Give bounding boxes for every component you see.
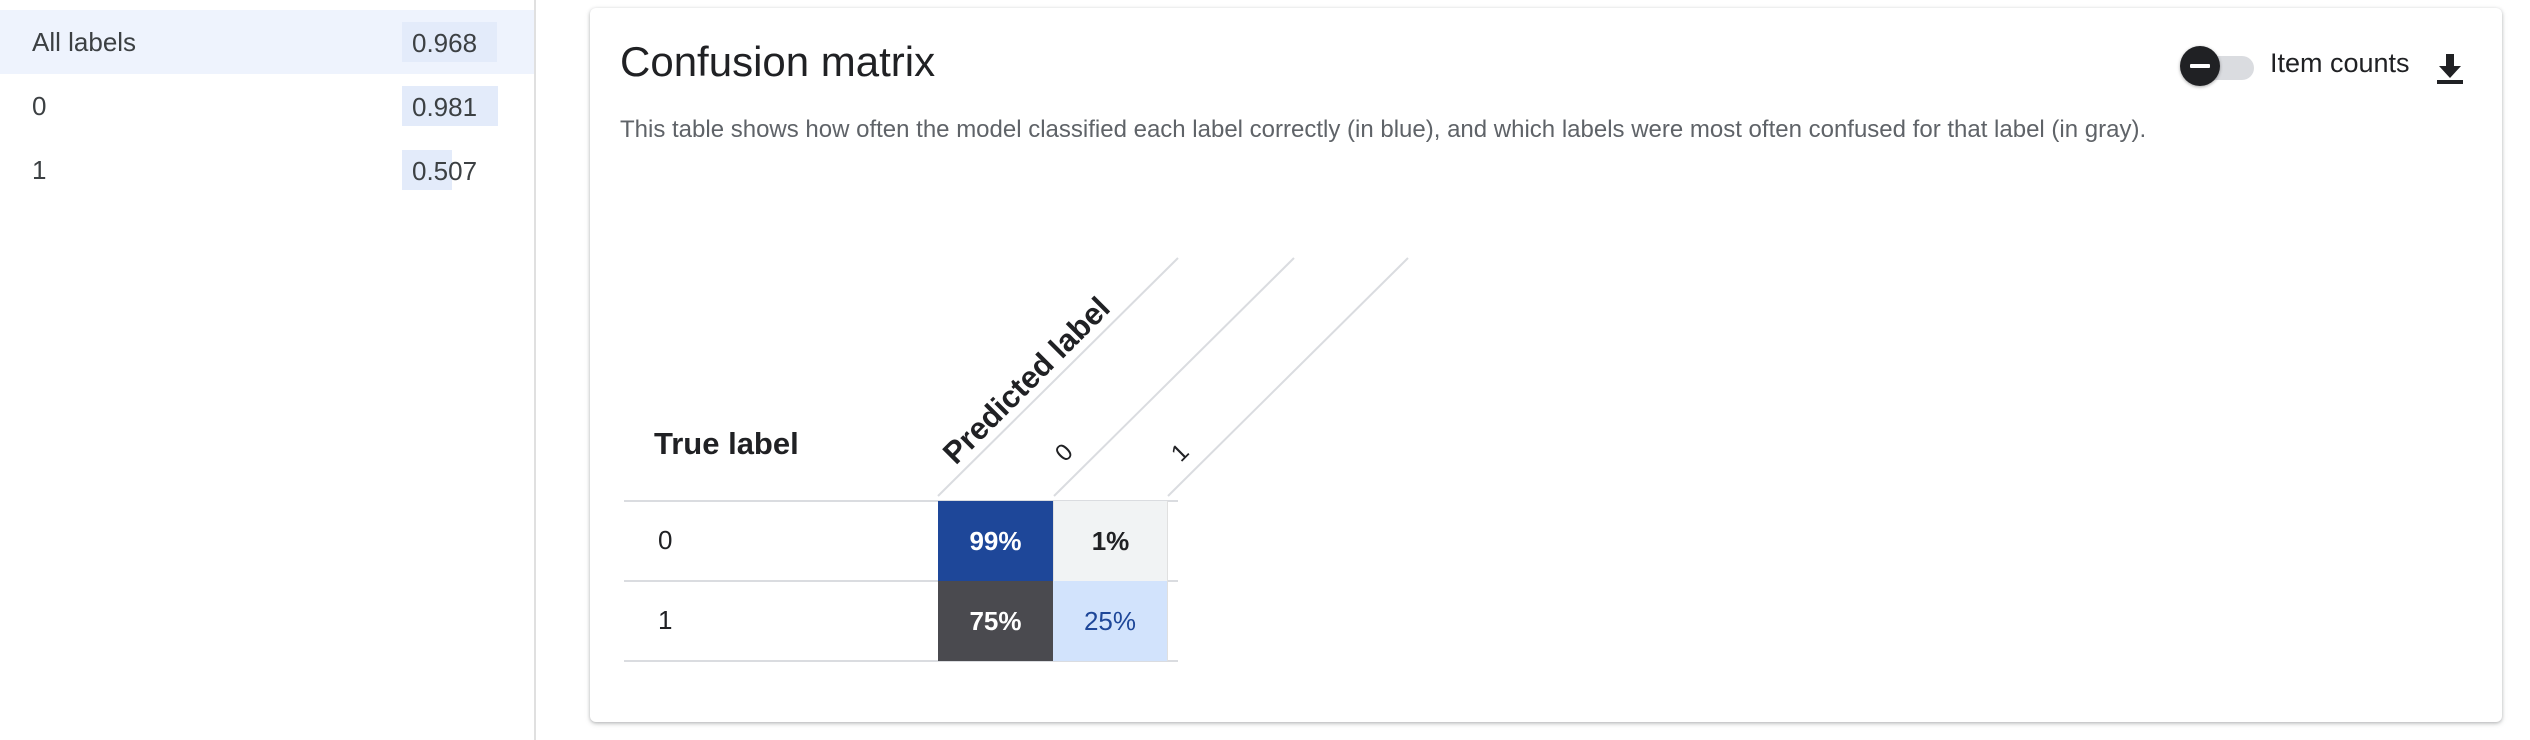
score-bar: 0.968 bbox=[402, 22, 500, 62]
score-value: 0.981 bbox=[412, 92, 478, 122]
true-label-heading: True label bbox=[654, 426, 799, 461]
download-button[interactable] bbox=[2430, 44, 2470, 88]
row-divider bbox=[624, 500, 1178, 502]
toggle-knob bbox=[2180, 46, 2220, 86]
score-bar: 0.981 bbox=[402, 86, 500, 126]
score-bar: 0.507 bbox=[402, 150, 500, 190]
score-value: 0.968 bbox=[412, 28, 478, 58]
download-icon bbox=[2437, 54, 2463, 84]
label-name: 0 bbox=[32, 90, 47, 121]
matrix-cell-0-1[interactable]: 1% bbox=[1053, 501, 1168, 581]
label-row-0[interactable]: 0 0.981 bbox=[0, 74, 534, 138]
item-counts-toggle[interactable] bbox=[2180, 46, 2256, 86]
matrix-header-lines bbox=[937, 257, 1409, 497]
confusion-matrix-card: Confusion matrix This table shows how of… bbox=[590, 8, 2502, 722]
row-divider bbox=[624, 580, 1178, 582]
label-row-1[interactable]: 1 0.507 bbox=[0, 138, 534, 202]
matrix-cell-0-0[interactable]: 99% bbox=[938, 501, 1053, 581]
matrix-cell-1-0[interactable]: 75% bbox=[938, 581, 1053, 661]
label-row-all-labels[interactable]: All labels 0.968 bbox=[0, 10, 534, 74]
item-counts-label: Item counts bbox=[2270, 48, 2410, 78]
card-title: Confusion matrix bbox=[620, 38, 936, 85]
matrix-cell-1-1[interactable]: 25% bbox=[1053, 581, 1168, 661]
label-name: All labels bbox=[32, 26, 137, 57]
label-name: 1 bbox=[32, 154, 47, 185]
row-label-0: 0 bbox=[658, 525, 673, 555]
minus-icon bbox=[2190, 64, 2210, 68]
label-list-panel: All labels 0.968 0 0.981 1 0.507 bbox=[0, 0, 536, 740]
row-label-1: 1 bbox=[658, 605, 673, 635]
card-description: This table shows how often the model cla… bbox=[620, 116, 2147, 143]
score-value: 0.507 bbox=[412, 156, 478, 186]
row-divider bbox=[624, 660, 1178, 662]
